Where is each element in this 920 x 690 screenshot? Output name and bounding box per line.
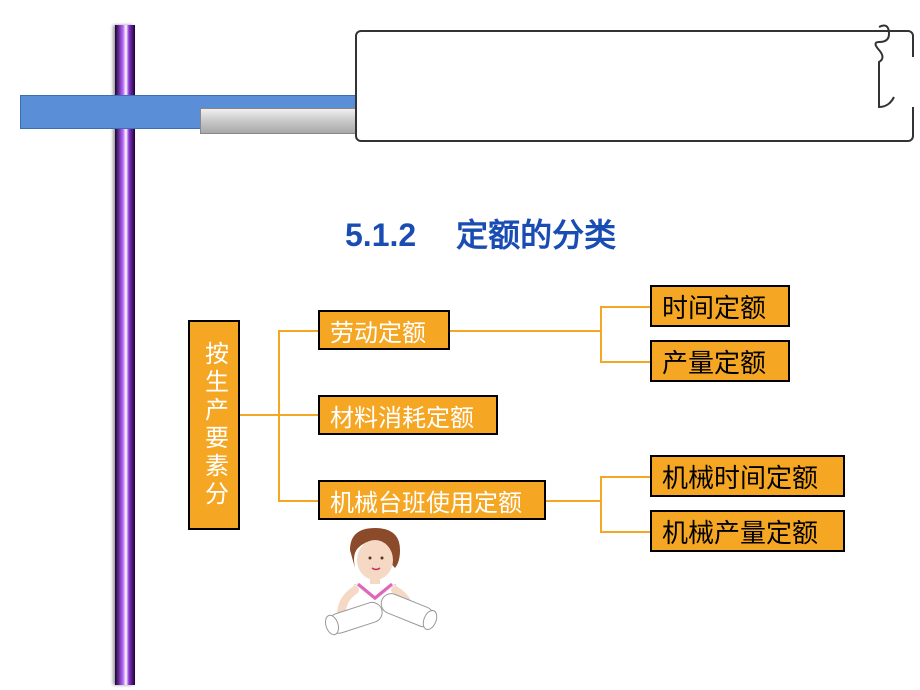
- root-box: 按生产要素分: [188, 320, 240, 530]
- output-quota-box: 产量定额: [650, 340, 790, 382]
- person-illustration-icon: [300, 520, 450, 660]
- connector: [278, 330, 318, 332]
- labor-label: 劳动定额: [330, 313, 426, 348]
- connector: [600, 306, 602, 361]
- torn-edge-icon: [874, 22, 914, 112]
- time-quota-label: 时间定额: [662, 288, 766, 325]
- title-number: 5.1.2: [345, 217, 416, 253]
- machine-time-label: 机械时间定额: [662, 458, 818, 495]
- connector: [240, 414, 278, 416]
- slide-canvas: 5.1.2 定额的分类 按生产要素分 劳动定额 材料消耗定额 机械台班使用定额 …: [0, 0, 920, 690]
- note-box: [355, 30, 914, 142]
- connector: [600, 361, 650, 363]
- connector: [450, 330, 600, 332]
- labor-box: 劳动定额: [318, 310, 450, 350]
- title-text: 定额的分类: [456, 217, 616, 253]
- machine-box: 机械台班使用定额: [318, 480, 546, 520]
- material-box: 材料消耗定额: [318, 395, 498, 435]
- time-quota-box: 时间定额: [650, 285, 790, 327]
- connector: [600, 531, 650, 533]
- machine-output-label: 机械产量定额: [662, 513, 818, 550]
- slide-title: 5.1.2 定额的分类: [345, 210, 616, 256]
- horizontal-grey-bar: [200, 108, 357, 134]
- root-label: 按生产要素分: [197, 341, 232, 509]
- connector: [600, 476, 602, 531]
- output-quota-label: 产量定额: [662, 343, 766, 380]
- connector: [600, 476, 650, 478]
- connector: [278, 414, 318, 416]
- machine-time-box: 机械时间定额: [650, 455, 845, 497]
- material-label: 材料消耗定额: [330, 398, 474, 433]
- machine-label: 机械台班使用定额: [330, 483, 522, 518]
- connector: [278, 500, 318, 502]
- connector: [546, 500, 600, 502]
- machine-output-box: 机械产量定额: [650, 510, 845, 552]
- connector: [600, 306, 650, 308]
